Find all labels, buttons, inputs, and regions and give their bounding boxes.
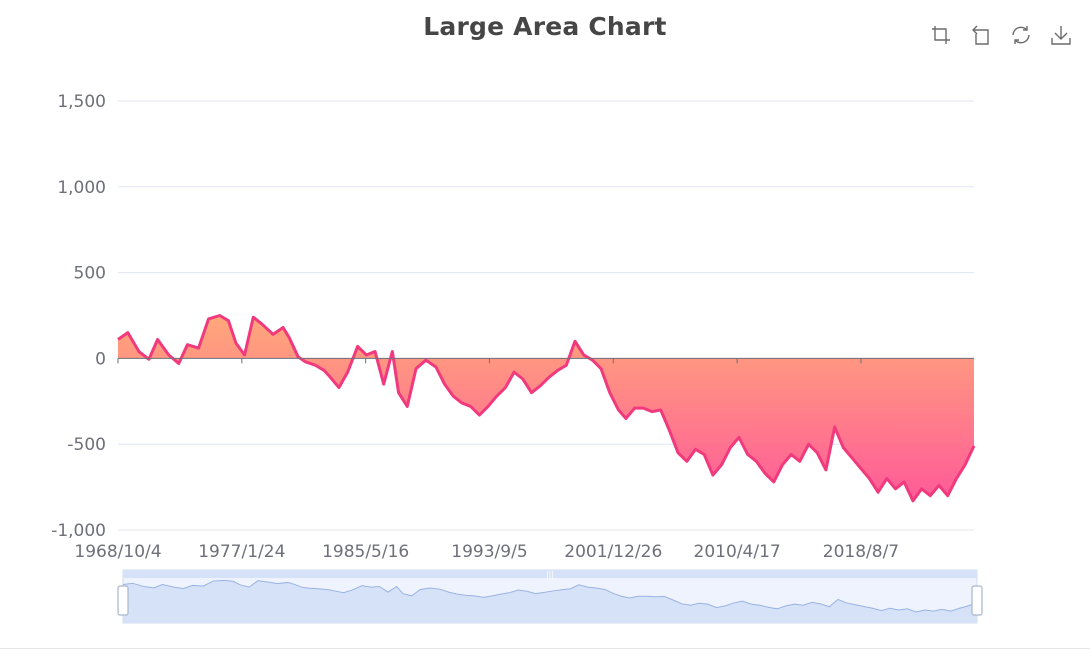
toolbox: [926, 22, 1076, 48]
zoom-reset-button[interactable]: [966, 22, 996, 48]
save-image-button[interactable]: [1046, 22, 1076, 48]
y-tick-label: 1,000: [57, 178, 106, 198]
bottom-divider: [0, 648, 1090, 649]
y-tick-label: -1,000: [51, 521, 106, 541]
x-tick-label: 2001/12/26: [564, 542, 662, 562]
x-tick-label: 2018/8/7: [823, 542, 899, 562]
x-tick-label: 2010/4/17: [694, 542, 781, 562]
zoom-icon: [932, 26, 950, 44]
datazoom-preview-line: [122, 579, 978, 613]
restore-icon: [1012, 26, 1030, 44]
series-area: [118, 315, 974, 501]
series-line: [117, 314, 976, 503]
restore-button[interactable]: [1006, 22, 1036, 48]
y-tick-label: 0: [95, 349, 106, 369]
zoom-button[interactable]: [926, 22, 956, 48]
zoom-reset-icon: [972, 25, 989, 45]
y-tick-label: 500: [74, 264, 106, 284]
datazoom-grip: |||: [546, 570, 554, 579]
x-tick-label: 1993/9/5: [451, 542, 527, 562]
x-tick-label: 1968/10/4: [74, 542, 161, 562]
y-tick-label: -500: [67, 435, 106, 455]
save-image-icon: [1051, 26, 1071, 45]
datazoom-move-handle[interactable]: [123, 570, 977, 578]
chart-title: Large Area Chart: [423, 12, 667, 41]
x-tick-label: 1985/5/16: [322, 542, 409, 562]
y-tick-label: 1,500: [57, 92, 106, 112]
datazoom-left-handle[interactable]: [117, 585, 129, 616]
datazoom-preview-area: [123, 580, 977, 623]
x-tick-label: 1977/1/24: [198, 542, 285, 562]
datazoom-right-handle[interactable]: [971, 585, 983, 616]
